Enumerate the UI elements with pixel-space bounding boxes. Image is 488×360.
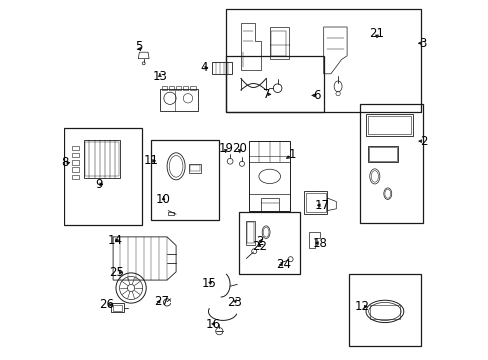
Text: 20: 20 (232, 142, 247, 155)
Bar (168, 86, 174, 90)
Bar (366, 114, 412, 136)
Bar (246, 221, 255, 245)
Bar (368, 147, 396, 161)
Bar (72, 167, 79, 172)
Text: 17: 17 (314, 199, 329, 212)
Bar (151, 140, 219, 220)
Bar (188, 164, 201, 173)
Text: 10: 10 (156, 193, 171, 206)
Text: 24: 24 (276, 258, 291, 271)
Text: 11: 11 (143, 154, 158, 167)
Bar (226, 9, 420, 112)
Text: 23: 23 (226, 296, 242, 309)
Text: 4: 4 (200, 61, 207, 74)
Bar (183, 86, 188, 90)
Bar (303, 191, 326, 214)
Bar (212, 62, 231, 74)
Bar (359, 104, 422, 223)
Bar (248, 141, 290, 211)
Text: 26: 26 (99, 298, 114, 311)
Bar (176, 86, 181, 90)
Bar (239, 212, 300, 274)
Text: 2: 2 (256, 235, 263, 248)
Text: 13: 13 (152, 70, 167, 83)
Bar (226, 56, 323, 112)
Bar (247, 222, 253, 243)
Text: 8: 8 (61, 156, 69, 169)
Text: 19: 19 (218, 142, 233, 155)
Bar (269, 27, 289, 59)
Bar (72, 175, 79, 179)
Text: 14: 14 (107, 234, 122, 247)
Text: 27: 27 (154, 295, 169, 308)
Bar (367, 146, 397, 162)
Text: 25: 25 (109, 266, 124, 279)
Text: 18: 18 (312, 237, 327, 249)
Bar (260, 198, 278, 212)
Text: 15: 15 (202, 277, 216, 290)
Text: 2: 2 (419, 135, 427, 148)
Bar (84, 140, 120, 178)
Text: 3: 3 (419, 37, 426, 50)
Text: 16: 16 (205, 318, 220, 331)
Bar (113, 305, 122, 311)
Bar (190, 86, 195, 90)
Text: 6: 6 (312, 89, 320, 102)
Bar (305, 193, 325, 212)
Bar (189, 165, 200, 171)
Bar (111, 303, 124, 312)
Text: 1: 1 (288, 148, 296, 161)
Bar (72, 160, 79, 165)
Bar (168, 212, 173, 215)
Text: 21: 21 (369, 27, 384, 40)
Bar (348, 274, 420, 346)
Text: 9: 9 (95, 178, 102, 191)
Text: 12: 12 (354, 300, 369, 313)
Bar (64, 128, 142, 225)
Text: 22: 22 (252, 240, 266, 253)
Bar (72, 153, 79, 157)
Bar (85, 142, 119, 176)
Bar (160, 89, 198, 111)
Text: 5: 5 (135, 40, 142, 53)
Bar (369, 305, 400, 319)
Bar (162, 86, 166, 90)
Bar (367, 116, 410, 134)
Bar (72, 146, 79, 150)
Bar (271, 31, 285, 56)
Text: 7: 7 (263, 88, 270, 101)
